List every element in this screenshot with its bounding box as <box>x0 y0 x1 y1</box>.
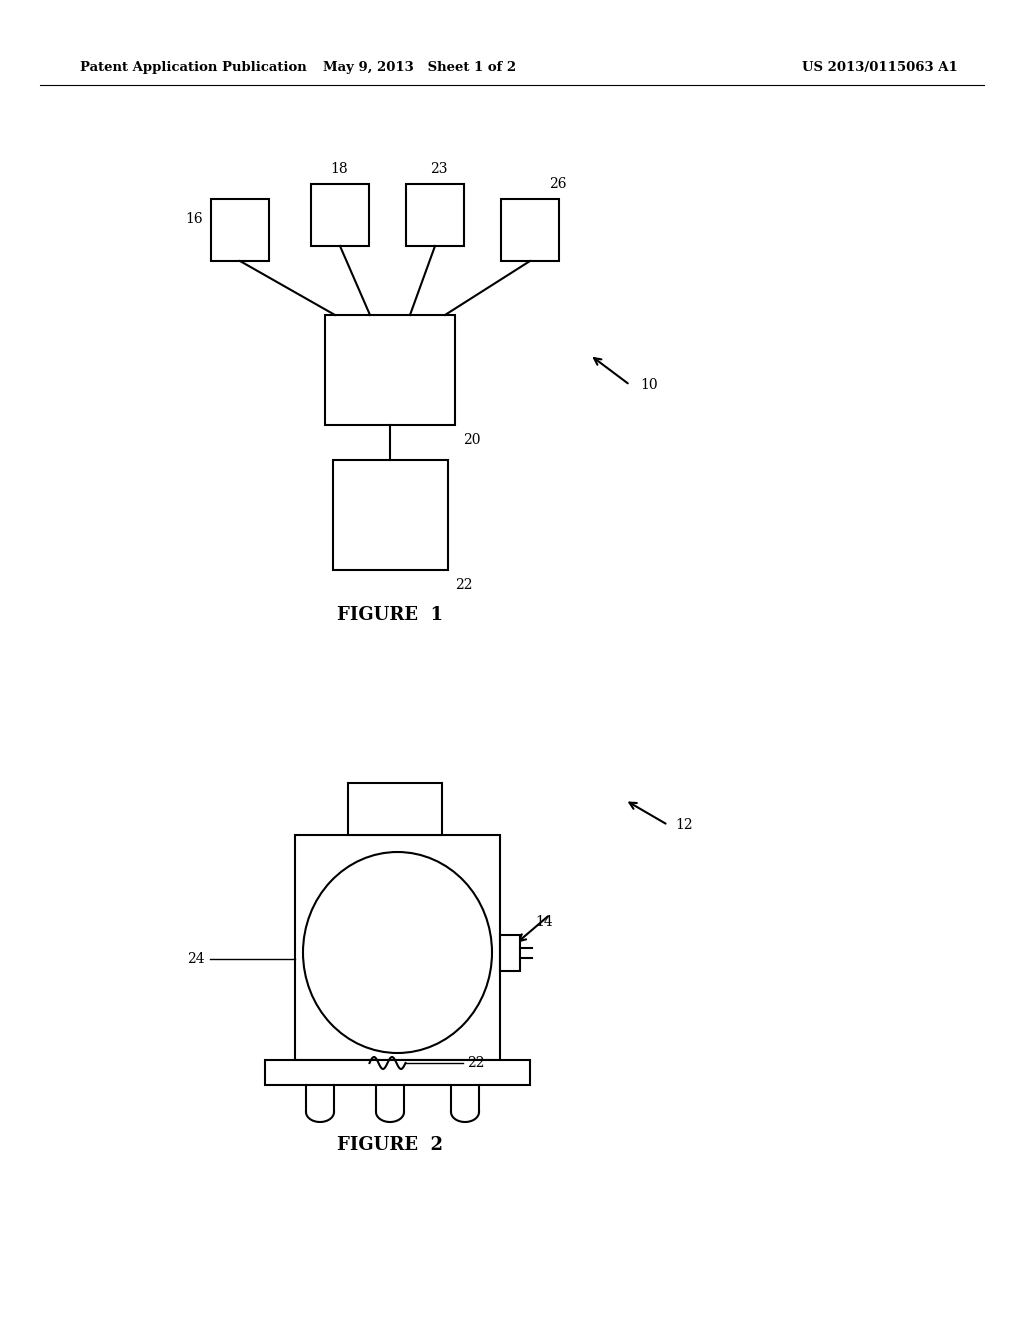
Text: 18: 18 <box>330 162 347 176</box>
Text: 16: 16 <box>185 213 203 226</box>
Ellipse shape <box>303 851 492 1053</box>
Bar <box>406 183 464 246</box>
Text: 14: 14 <box>535 916 553 929</box>
Text: FIGURE  1: FIGURE 1 <box>337 606 443 624</box>
Bar <box>265 1060 530 1085</box>
Bar <box>333 459 447 570</box>
Text: 20: 20 <box>463 433 480 447</box>
Bar <box>348 783 442 836</box>
Text: 22: 22 <box>456 578 473 591</box>
Text: 26: 26 <box>549 177 566 191</box>
Bar <box>311 183 369 246</box>
Bar <box>501 199 559 261</box>
Text: US 2013/0115063 A1: US 2013/0115063 A1 <box>802 62 957 74</box>
Text: 24: 24 <box>187 952 205 966</box>
Text: FIGURE  2: FIGURE 2 <box>337 1137 443 1154</box>
Text: 22: 22 <box>468 1056 485 1071</box>
Bar <box>325 315 455 425</box>
Text: May 9, 2013   Sheet 1 of 2: May 9, 2013 Sheet 1 of 2 <box>324 62 516 74</box>
Text: Patent Application Publication: Patent Application Publication <box>80 62 307 74</box>
Bar <box>295 836 500 1060</box>
Text: 12: 12 <box>675 818 692 832</box>
Bar <box>211 199 269 261</box>
Bar <box>500 935 520 970</box>
Text: 10: 10 <box>640 378 657 392</box>
Text: 23: 23 <box>430 162 447 176</box>
